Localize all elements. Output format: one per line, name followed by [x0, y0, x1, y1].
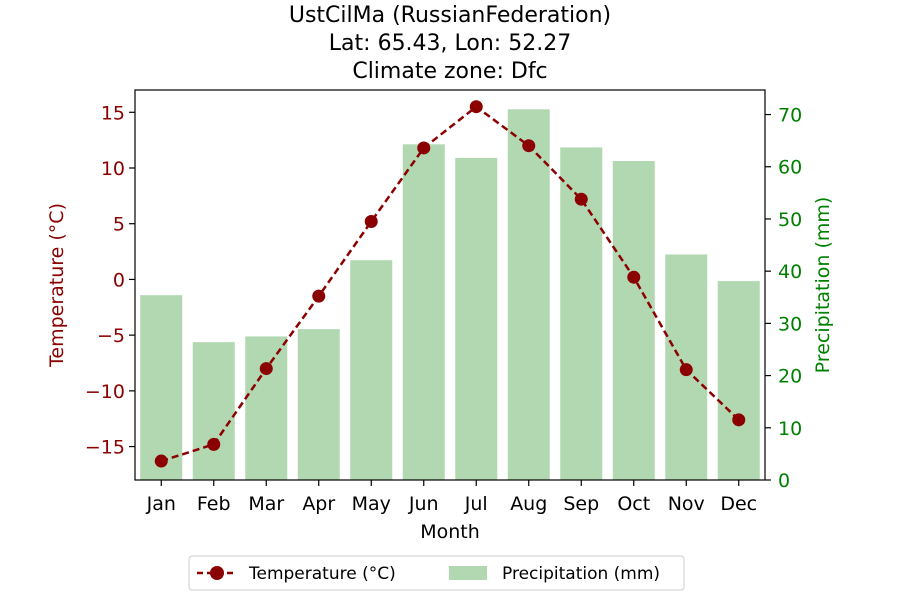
precipitation-bar-jul: [455, 157, 498, 480]
temperature-point-jun: [417, 141, 431, 155]
legend-precipitation-label: Precipitation (mm): [502, 564, 660, 584]
temperature-point-dec: [732, 413, 746, 427]
y-right-tick-label: 30: [778, 313, 802, 335]
chart-title-line-2: Lat: 65.43, Lon: 52.27: [329, 31, 571, 56]
temperature-line: [160, 105, 740, 463]
x-tick-label-jan: Jan: [146, 493, 176, 515]
x-tick-label-jul: Jul: [464, 493, 488, 515]
temperature-point-sep: [574, 192, 588, 206]
plot-frame: [134, 89, 766, 481]
month-axis: Jan Feb Mar Apr May Jun Jul Aug Sep Oct Nov Dec: [146, 480, 757, 515]
y-right-tick-label: 60: [778, 157, 802, 179]
chart-title-line-1: UstCilMa (RussianFederation): [289, 3, 611, 28]
y-axis-left-label: Temperature (°C): [46, 203, 68, 368]
temperature-point-oct: [627, 270, 641, 284]
y-right-tick-label: 70: [778, 105, 802, 127]
temperature-point-nov: [679, 363, 693, 377]
x-tick-label-may: May: [352, 493, 391, 515]
temperature-point-jul: [469, 100, 483, 114]
precipitation-bar-oct: [612, 161, 655, 480]
temperature-point-jan: [154, 454, 168, 468]
x-tick-label-oct: Oct: [617, 493, 650, 515]
precipitation-axis: 0 10 20 30 40 50 60 70: [765, 105, 802, 492]
y-left-tick-label: 10: [101, 158, 125, 180]
precipitation-bar-mar: [245, 336, 288, 480]
x-tick-label-aug: Aug: [510, 493, 547, 515]
precipitation-bar-jun: [402, 144, 445, 481]
temperature-point-feb: [207, 437, 221, 451]
legend-frame: [188, 555, 685, 591]
y-right-tick-label: 20: [778, 366, 802, 388]
y-left-tick-label: 0: [113, 269, 125, 291]
precipitation-bar-feb: [192, 342, 235, 480]
legend-precipitation-swatch: [449, 566, 487, 580]
x-tick-label-dec: Dec: [720, 493, 757, 515]
legend: Temperature (°C) Precipitation (mm): [188, 555, 685, 591]
y-left-tick-label: 5: [113, 214, 125, 236]
x-tick-label-apr: Apr: [302, 493, 335, 515]
precipitation-bar-aug: [507, 109, 550, 481]
precipitation-bars: [140, 109, 760, 481]
y-left-tick-label: −10: [85, 381, 125, 403]
chart-title-line-3: Climate zone: Dfc: [352, 59, 547, 84]
temperature-series: [154, 100, 746, 468]
x-axis-label: Month: [420, 521, 480, 543]
x-tick-label-nov: Nov: [668, 493, 705, 515]
y-left-tick-label: 15: [101, 102, 125, 124]
y-left-tick-label: −15: [85, 437, 125, 459]
x-tick-label-feb: Feb: [197, 493, 231, 515]
y-axis-right-label: Precipitation (mm): [812, 197, 834, 374]
precipitation-bar-may: [350, 260, 393, 480]
legend-temperature-label: Temperature (°C): [248, 564, 396, 584]
temperature-point-may: [364, 214, 378, 228]
precipitation-bar-jan: [140, 295, 183, 480]
x-tick-label-sep: Sep: [563, 493, 599, 515]
y-right-tick-label: 10: [778, 418, 802, 440]
legend-temperature-marker: [210, 566, 224, 580]
chart-title: UstCilMa (RussianFederation) Lat: 65.43,…: [289, 3, 611, 84]
y-right-tick-label: 40: [778, 261, 802, 283]
y-right-tick-label: 50: [778, 209, 802, 231]
x-tick-label-jun: Jun: [408, 493, 439, 515]
precipitation-bar-apr: [297, 329, 340, 480]
precipitation-bar-dec: [717, 281, 760, 480]
temperature-point-mar: [259, 362, 273, 376]
temperature-point-aug: [522, 139, 536, 153]
temperature-point-apr: [312, 289, 326, 303]
y-left-tick-label: −5: [97, 325, 125, 347]
x-tick-label-mar: Mar: [248, 493, 284, 515]
temperature-axis: −15 −10 −5 0 5 10 15: [85, 102, 135, 459]
y-right-tick-label: 0: [778, 470, 790, 492]
